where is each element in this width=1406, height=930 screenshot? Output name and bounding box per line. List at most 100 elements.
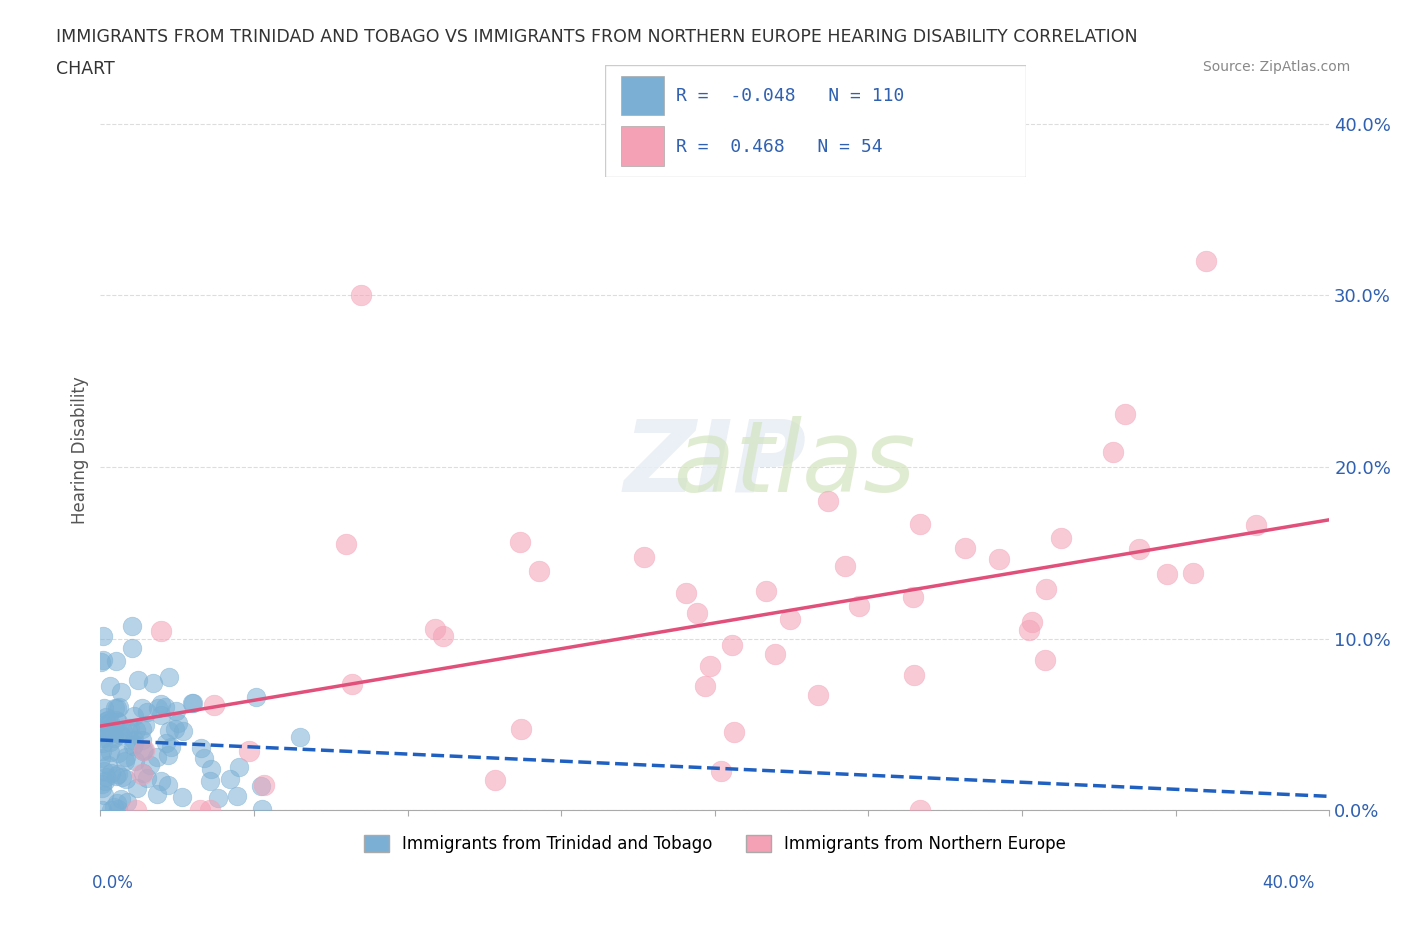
Immigrants from Trinidad and Tobago [111, 769, 134, 784]
Immigrants from Trinidad and Tobago [150, 697, 173, 711]
Immigrants from Northern Europe [1182, 565, 1205, 580]
Immigrants from Trinidad and Tobago [125, 781, 148, 796]
Immigrants from Northern Europe [903, 668, 925, 683]
Immigrants from Trinidad and Tobago [94, 769, 117, 784]
Immigrants from Trinidad and Tobago [93, 736, 115, 751]
Immigrants from Trinidad and Tobago [107, 767, 129, 782]
Immigrants from Trinidad and Tobago [110, 727, 132, 742]
Immigrants from Trinidad and Tobago [125, 723, 148, 737]
Immigrants from Northern Europe [1101, 445, 1123, 459]
Immigrants from Trinidad and Tobago [146, 700, 169, 715]
Immigrants from Trinidad and Tobago [155, 699, 177, 714]
Immigrants from Trinidad and Tobago [91, 730, 114, 745]
Immigrants from Trinidad and Tobago [90, 744, 112, 759]
Immigrants from Northern Europe [1033, 653, 1056, 668]
Immigrants from Trinidad and Tobago [181, 696, 204, 711]
Immigrants from Northern Europe [1195, 254, 1218, 269]
Immigrants from Trinidad and Tobago [96, 724, 118, 738]
Immigrants from Northern Europe [132, 743, 155, 758]
Immigrants from Northern Europe [527, 564, 550, 578]
Immigrants from Northern Europe [1018, 622, 1040, 637]
Immigrants from Trinidad and Tobago [98, 722, 121, 737]
Immigrants from Northern Europe [633, 550, 655, 565]
Text: IMMIGRANTS FROM TRINIDAD AND TOBAGO VS IMMIGRANTS FROM NORTHERN EUROPE HEARING D: IMMIGRANTS FROM TRINIDAD AND TOBAGO VS I… [56, 28, 1137, 46]
Immigrants from Northern Europe [198, 803, 221, 817]
Immigrants from Trinidad and Tobago [122, 732, 145, 747]
Immigrants from Northern Europe [1049, 530, 1071, 545]
Immigrants from Northern Europe [509, 535, 531, 550]
Immigrants from Trinidad and Tobago [117, 724, 139, 738]
Immigrants from Northern Europe [953, 540, 976, 555]
Immigrants from Trinidad and Tobago [157, 724, 180, 738]
Immigrants from Trinidad and Tobago [132, 744, 155, 759]
Immigrants from Trinidad and Tobago [93, 788, 115, 803]
Immigrants from Trinidad and Tobago [122, 737, 145, 751]
Immigrants from Northern Europe [335, 537, 357, 551]
Immigrants from Trinidad and Tobago [94, 713, 117, 728]
Immigrants from Northern Europe [686, 605, 709, 620]
Immigrants from Northern Europe [432, 629, 454, 644]
Immigrants from Trinidad and Tobago [103, 800, 125, 815]
Immigrants from Trinidad and Tobago [100, 765, 122, 780]
Immigrants from Northern Europe [765, 646, 787, 661]
Immigrants from Trinidad and Tobago [96, 723, 118, 737]
Immigrants from Trinidad and Tobago [124, 709, 146, 724]
Immigrants from Trinidad and Tobago [91, 803, 114, 817]
Immigrants from Trinidad and Tobago [142, 675, 165, 690]
Immigrants from Trinidad and Tobago [160, 739, 183, 754]
Immigrants from Trinidad and Tobago [149, 774, 172, 789]
Immigrants from Trinidad and Tobago [98, 745, 121, 760]
Immigrants from Trinidad and Tobago [93, 700, 115, 715]
Immigrants from Trinidad and Tobago [105, 769, 128, 784]
Immigrants from Northern Europe [1156, 566, 1178, 581]
Immigrants from Trinidad and Tobago [131, 700, 153, 715]
Bar [621, 76, 664, 115]
Immigrants from Trinidad and Tobago [245, 689, 267, 704]
Immigrants from Northern Europe [723, 725, 745, 740]
Immigrants from Trinidad and Tobago [170, 790, 193, 804]
Immigrants from Northern Europe [131, 766, 153, 781]
Immigrants from Northern Europe [834, 558, 856, 573]
Immigrants from Trinidad and Tobago [250, 778, 273, 793]
Immigrants from Trinidad and Tobago [146, 787, 169, 802]
Immigrants from Trinidad and Tobago [91, 629, 114, 644]
Immigrants from Trinidad and Tobago [166, 704, 188, 719]
Immigrants from Trinidad and Tobago [172, 724, 194, 738]
Immigrants from Trinidad and Tobago [104, 712, 127, 727]
Immigrants from Trinidad and Tobago [91, 777, 114, 791]
Immigrants from Trinidad and Tobago [90, 780, 112, 795]
Immigrants from Trinidad and Tobago [105, 795, 128, 810]
Immigrants from Trinidad and Tobago [139, 757, 162, 772]
Immigrants from Trinidad and Tobago [149, 708, 172, 723]
Immigrants from Trinidad and Tobago [96, 710, 118, 724]
Immigrants from Trinidad and Tobago [101, 725, 124, 740]
Immigrants from Trinidad and Tobago [122, 738, 145, 753]
Immigrants from Northern Europe [1035, 581, 1057, 596]
Immigrants from Trinidad and Tobago [193, 751, 215, 765]
Text: R =  0.468   N = 54: R = 0.468 N = 54 [676, 138, 883, 155]
Immigrants from Trinidad and Tobago [96, 717, 118, 732]
Immigrants from Trinidad and Tobago [110, 791, 132, 806]
Immigrants from Trinidad and Tobago [115, 750, 138, 764]
Immigrants from Trinidad and Tobago [107, 801, 129, 816]
Immigrants from Northern Europe [988, 551, 1011, 566]
Immigrants from Trinidad and Tobago [155, 736, 177, 751]
Immigrants from Trinidad and Tobago [124, 753, 146, 768]
Immigrants from Northern Europe [149, 624, 172, 639]
Text: ZIP: ZIP [623, 416, 806, 512]
Immigrants from Trinidad and Tobago [198, 774, 221, 789]
Immigrants from Northern Europe [817, 494, 839, 509]
Immigrants from Trinidad and Tobago [93, 764, 115, 778]
Immigrants from Northern Europe [1128, 542, 1150, 557]
Immigrants from Trinidad and Tobago [107, 714, 129, 729]
Immigrants from Trinidad and Tobago [100, 678, 122, 693]
Immigrants from Trinidad and Tobago [146, 750, 169, 764]
Immigrants from Northern Europe [125, 803, 148, 817]
Immigrants from Northern Europe [848, 599, 870, 614]
Immigrants from Trinidad and Tobago [136, 705, 159, 720]
Immigrants from Northern Europe [675, 585, 697, 600]
Immigrants from Northern Europe [188, 803, 211, 817]
Immigrants from Trinidad and Tobago [100, 803, 122, 817]
Immigrants from Northern Europe [779, 612, 801, 627]
Immigrants from Trinidad and Tobago [98, 734, 121, 749]
